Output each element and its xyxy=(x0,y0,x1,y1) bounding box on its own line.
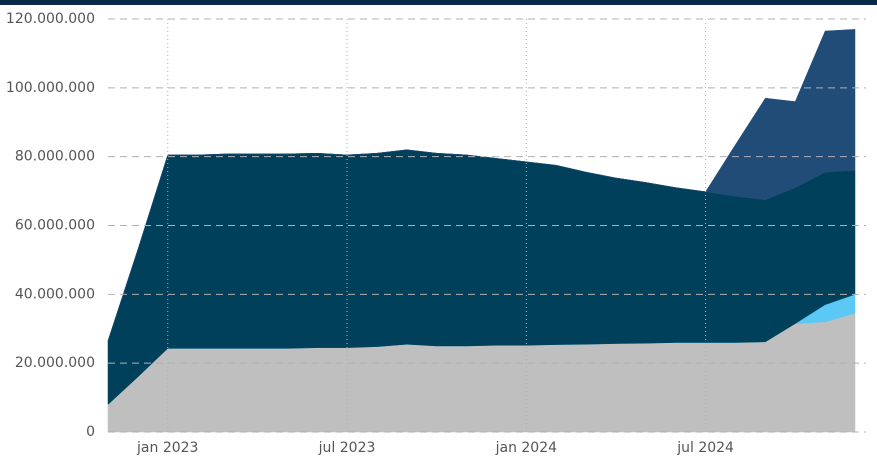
y-tick-label: 0 xyxy=(86,424,95,440)
top-bar xyxy=(0,0,877,5)
x-tick-label: jul 2024 xyxy=(676,440,734,456)
y-tick-label: 120.000.000 xyxy=(6,11,95,27)
y-tick-label: 20.000.000 xyxy=(15,355,95,371)
area xyxy=(107,29,856,341)
x-tick-label: jul 2023 xyxy=(318,440,376,456)
y-tick-label: 40.000.000 xyxy=(15,286,95,302)
y-tick-label: 80.000.000 xyxy=(15,149,95,165)
y-tick-label: 100.000.000 xyxy=(6,80,95,96)
x-tick-label: jan 2024 xyxy=(495,440,558,456)
x-tick-label: jan 2023 xyxy=(136,440,198,456)
y-tick-label: 60.000.000 xyxy=(15,218,95,234)
